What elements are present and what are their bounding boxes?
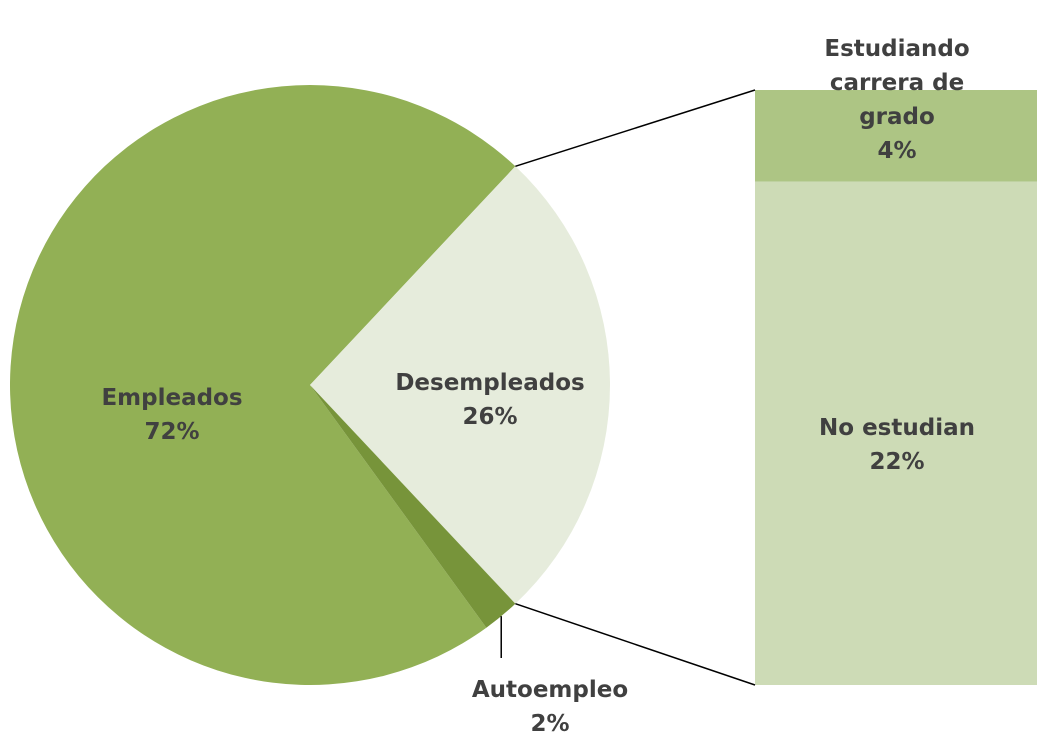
label-text: 4% (877, 138, 917, 164)
bar-label: No estudian 22% (767, 411, 1027, 479)
label-text: Empleados (101, 385, 243, 411)
bar-label: Estudiando carrera de grado 4% (797, 32, 997, 168)
bar-segment (755, 90, 1037, 182)
label-text: Autoempleo (471, 677, 629, 703)
connector-line (515, 602, 756, 686)
label-text: Estudiando carrera de grado (824, 36, 970, 130)
bar-segment (755, 181, 1037, 686)
label-text: 2% (530, 711, 570, 736)
label-text: Desempleados (395, 370, 585, 396)
pie-slice (10, 84, 516, 686)
label-text: No estudian (819, 415, 975, 441)
pie-slice (310, 166, 611, 604)
pie-slice (310, 385, 516, 628)
slice-label: Empleados 72% (101, 381, 242, 449)
label-text: 72% (144, 419, 200, 445)
connector-line (515, 89, 756, 168)
slice-label: Desempleados 26% (395, 366, 584, 434)
label-text: 26% (462, 404, 518, 430)
slice-label: Autoempleo 2% (472, 673, 628, 736)
label-text: 22% (869, 449, 925, 475)
